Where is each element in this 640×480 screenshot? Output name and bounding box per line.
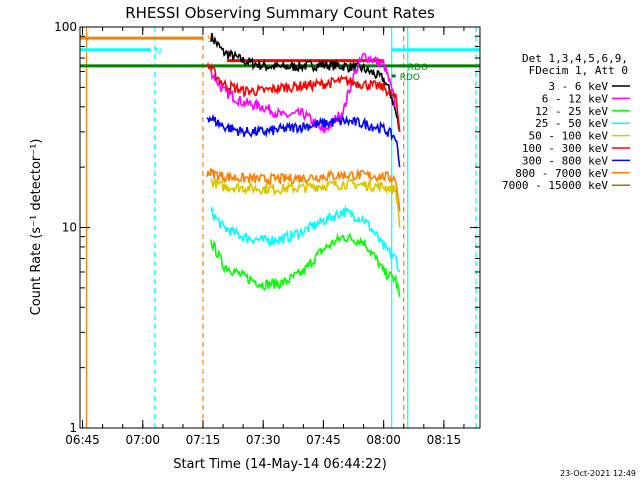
- legend-entry-label: 25 - 50 keV: [535, 117, 608, 130]
- y-tick-label: 1: [69, 421, 77, 435]
- x-tick-label: 07:15: [186, 433, 221, 447]
- legend-entry-label: 50 - 100 keV: [529, 130, 609, 143]
- y-tick-label: 100: [54, 20, 77, 34]
- y-tick-label: 10: [62, 221, 77, 235]
- legend-entry-label: 12 - 25 keV: [535, 105, 608, 118]
- x-tick-label: 08:15: [427, 433, 462, 447]
- flag-label: RDO: [400, 73, 420, 83]
- legend-header: Det 1,3,4,5,6,9,: [522, 52, 628, 65]
- generation-date: 23-Oct-2021 12:49: [560, 469, 636, 478]
- x-tick-label: 07:30: [246, 433, 281, 447]
- x-tick-label: 08:00: [366, 433, 401, 447]
- x-axis-label: Start Time (14-May-14 06:44:22): [173, 457, 387, 472]
- legend-entry-label: 800 - 7000 keV: [515, 167, 608, 180]
- chart-title: RHESSI Observing Summary Count Rates: [125, 4, 435, 22]
- series-line: [206, 113, 401, 168]
- series-line: [210, 204, 401, 273]
- y-axis-label: Count Rate (s⁻¹ detector⁻¹): [29, 139, 44, 316]
- legend-entry-label: 6 - 12 keV: [542, 92, 609, 105]
- legend-header: FDecim 1, Att 0: [529, 64, 628, 77]
- legend-entry-label: 3 - 6 keV: [548, 80, 608, 93]
- series-line: [210, 178, 401, 228]
- flag-label: RDO: [408, 63, 428, 73]
- series-line: [210, 32, 401, 133]
- flag-label: N: [155, 47, 162, 57]
- legend-entry-label: 7000 - 15000 keV: [502, 179, 608, 192]
- x-tick-label: 07:00: [125, 433, 160, 447]
- x-tick-label: 07:45: [306, 433, 341, 447]
- x-tick-label: 06:45: [65, 433, 100, 447]
- series-line: [206, 168, 401, 212]
- legend-entry-label: 300 - 800 keV: [522, 154, 608, 167]
- legend-entry-label: 100 - 300 keV: [522, 142, 608, 155]
- series-line: [210, 52, 397, 134]
- axes: 06:45 07:00 07:15 07:30 07:45 08:00 08:15 1 10 10…: [54, 20, 481, 447]
- series-line: [210, 232, 401, 298]
- flag-label: S: [207, 35, 213, 45]
- series-line: [206, 61, 401, 132]
- legend: Det 1,3,4,5,6,9,FDecim 1, Att 0 3 - 6 keV…: [502, 52, 630, 192]
